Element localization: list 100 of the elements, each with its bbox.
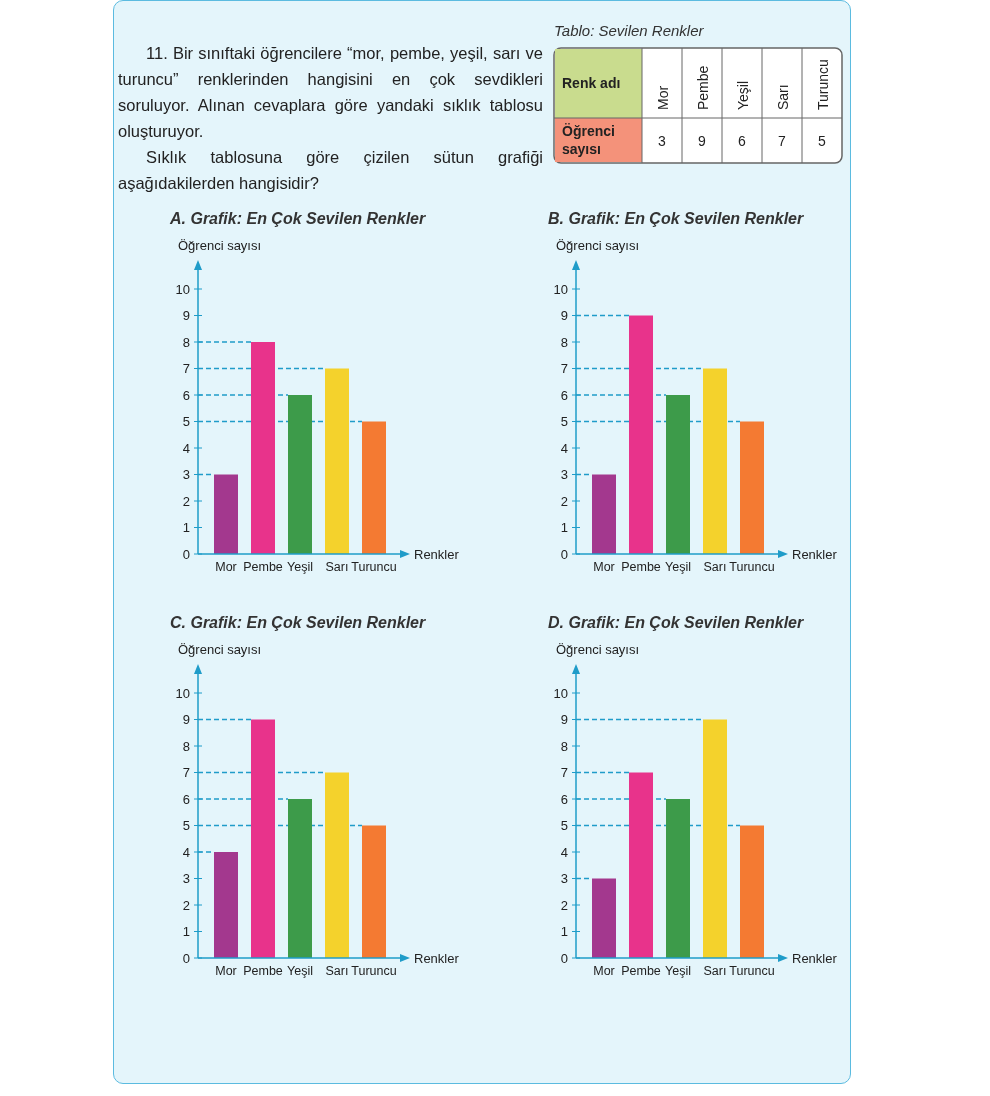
x-tick-label: Turuncu	[351, 560, 397, 574]
bar	[214, 474, 238, 554]
x-tick-label: Sarı	[703, 964, 727, 978]
y-tick-label: 5	[182, 818, 190, 833]
y-tick-label: 8	[560, 334, 568, 350]
y-tick-label: 4	[182, 844, 190, 860]
bar	[214, 852, 238, 958]
y-tick-label: 5	[182, 414, 190, 429]
x-tick-label: Pembe	[621, 964, 661, 978]
x-tick-label: Mor	[593, 964, 615, 978]
bar	[325, 368, 349, 554]
y-axis-title: Öğrenci sayısı	[178, 238, 262, 253]
bar	[288, 395, 312, 554]
y-tick-label: 10	[553, 685, 568, 701]
y-tick-label: 3	[182, 467, 190, 482]
y-tick-label: 9	[560, 308, 568, 323]
y-tick-label: 1	[560, 924, 568, 939]
bar	[325, 772, 349, 958]
y-tick-label: 1	[182, 520, 190, 535]
y-tick-label: 7	[182, 765, 190, 780]
y-tick-label: 4	[560, 440, 568, 456]
y-tick-label: 10	[553, 281, 568, 297]
x-tick-label: Yeşil	[287, 560, 313, 574]
bar	[666, 799, 690, 958]
y-tick-label: 8	[560, 738, 568, 754]
x-tick-label: Pembe	[243, 560, 283, 574]
bar	[703, 719, 727, 958]
text: Tablo: Sevilen Renkler	[554, 22, 705, 39]
data-label: 6	[738, 133, 747, 149]
data-label: 5	[818, 133, 827, 149]
x-tick-label: Yeşil	[287, 964, 313, 978]
category-label: Turuncu	[815, 59, 831, 110]
x-axis-title: Renkler	[792, 547, 838, 562]
x-tick-label: Pembe	[243, 964, 283, 978]
bar	[629, 772, 653, 958]
y-tick-label: 2	[182, 897, 190, 913]
data-label: 7	[778, 133, 787, 149]
y-axis-title: Öğrenci sayısı	[556, 642, 640, 657]
text: Öğrenci sayısı	[562, 123, 615, 157]
y-tick-label: 2	[560, 493, 568, 509]
bar	[251, 719, 275, 958]
bar	[592, 474, 616, 554]
y-tick-label: 8	[182, 334, 190, 350]
y-tick-label: 1	[560, 520, 568, 535]
y-tick-label: 9	[182, 308, 190, 323]
bar	[740, 421, 764, 554]
y-tick-label: 6	[182, 387, 190, 403]
y-tick-label: 5	[560, 414, 568, 429]
x-tick-label: Sarı	[325, 560, 349, 574]
y-tick-label: 10	[175, 281, 190, 297]
category-label: Yeşil	[735, 80, 751, 110]
x-tick-label: Pembe	[621, 560, 661, 574]
y-tick-label: 7	[560, 765, 568, 780]
x-tick-label: Mor	[215, 964, 237, 978]
y-axis-title: Öğrenci sayısı	[556, 238, 640, 253]
data-label: 3	[658, 133, 667, 149]
x-tick-label: Yeşil	[665, 560, 691, 574]
y-tick-label: 5	[560, 818, 568, 833]
bar	[666, 395, 690, 554]
category-label: Pembe	[695, 65, 711, 110]
category-label: Mor	[655, 85, 671, 110]
y-tick-label: 0	[560, 546, 568, 562]
text: 11. Bir sınıftaki öğrencilere “mor, pembe, yeşil, sarı ve turuncu” renklerinden hangisini en çok sevdikleri soruluyor. Alınan cevaplara göre yandaki sıklık tablosu oluşturuyor.	[118, 43, 543, 142]
bar	[592, 878, 616, 958]
x-tick-label: Sarı	[325, 964, 349, 978]
chart-title: D. Grafik: En Çok Sevilen Renkler	[548, 614, 804, 631]
bar	[629, 315, 653, 554]
text: Renk adı	[562, 75, 621, 91]
y-tick-label: 7	[182, 361, 190, 376]
x-axis-title: Renkler	[792, 951, 838, 966]
chart-title: A. Grafik: En Çok Sevilen Renkler	[169, 210, 426, 227]
x-tick-label: Mor	[215, 560, 237, 574]
y-tick-label: 1	[182, 924, 190, 939]
y-tick-label: 9	[560, 712, 568, 727]
x-tick-label: Yeşil	[665, 964, 691, 978]
chart-title: C. Grafik: En Çok Sevilen Renkler	[170, 614, 426, 631]
y-tick-label: 8	[182, 738, 190, 754]
category-label: Sarı	[775, 84, 791, 110]
y-tick-label: 6	[560, 791, 568, 807]
y-tick-label: 0	[560, 950, 568, 966]
x-axis-title: Renkler	[414, 951, 460, 966]
text: Sıklık tablosuna göre çizilen sütun grafiği aşağıdakilerden hangisidir?	[118, 147, 543, 194]
bar	[288, 799, 312, 958]
x-tick-label: Sarı	[703, 560, 727, 574]
bar	[362, 825, 386, 958]
x-tick-label: Turuncu	[729, 964, 775, 978]
y-tick-label: 6	[560, 387, 568, 403]
y-tick-label: 2	[182, 493, 190, 509]
y-axis-title: Öğrenci sayısı	[178, 642, 262, 657]
y-tick-label: 3	[560, 467, 568, 482]
bar	[703, 368, 727, 554]
x-tick-label: Turuncu	[729, 560, 775, 574]
bar	[740, 825, 764, 958]
x-tick-label: Turuncu	[351, 964, 397, 978]
x-axis-title: Renkler	[414, 547, 460, 562]
y-tick-label: 0	[182, 950, 190, 966]
y-tick-label: 3	[560, 871, 568, 886]
y-tick-label: 3	[182, 871, 190, 886]
y-tick-label: 9	[182, 712, 190, 727]
y-tick-label: 7	[560, 361, 568, 376]
